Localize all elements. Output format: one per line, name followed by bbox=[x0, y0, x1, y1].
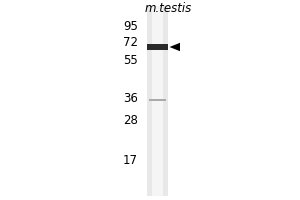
Text: 72: 72 bbox=[123, 36, 138, 49]
Text: m.testis: m.testis bbox=[144, 2, 192, 16]
Text: 55: 55 bbox=[123, 54, 138, 68]
Bar bbox=[147, 6, 168, 196]
Bar bbox=[149, 99, 166, 101]
Text: 17: 17 bbox=[123, 154, 138, 166]
Text: 36: 36 bbox=[123, 92, 138, 106]
Text: 28: 28 bbox=[123, 114, 138, 127]
Polygon shape bbox=[169, 43, 180, 51]
Text: 95: 95 bbox=[123, 21, 138, 33]
Bar bbox=[152, 6, 163, 196]
Bar bbox=[147, 44, 168, 50]
